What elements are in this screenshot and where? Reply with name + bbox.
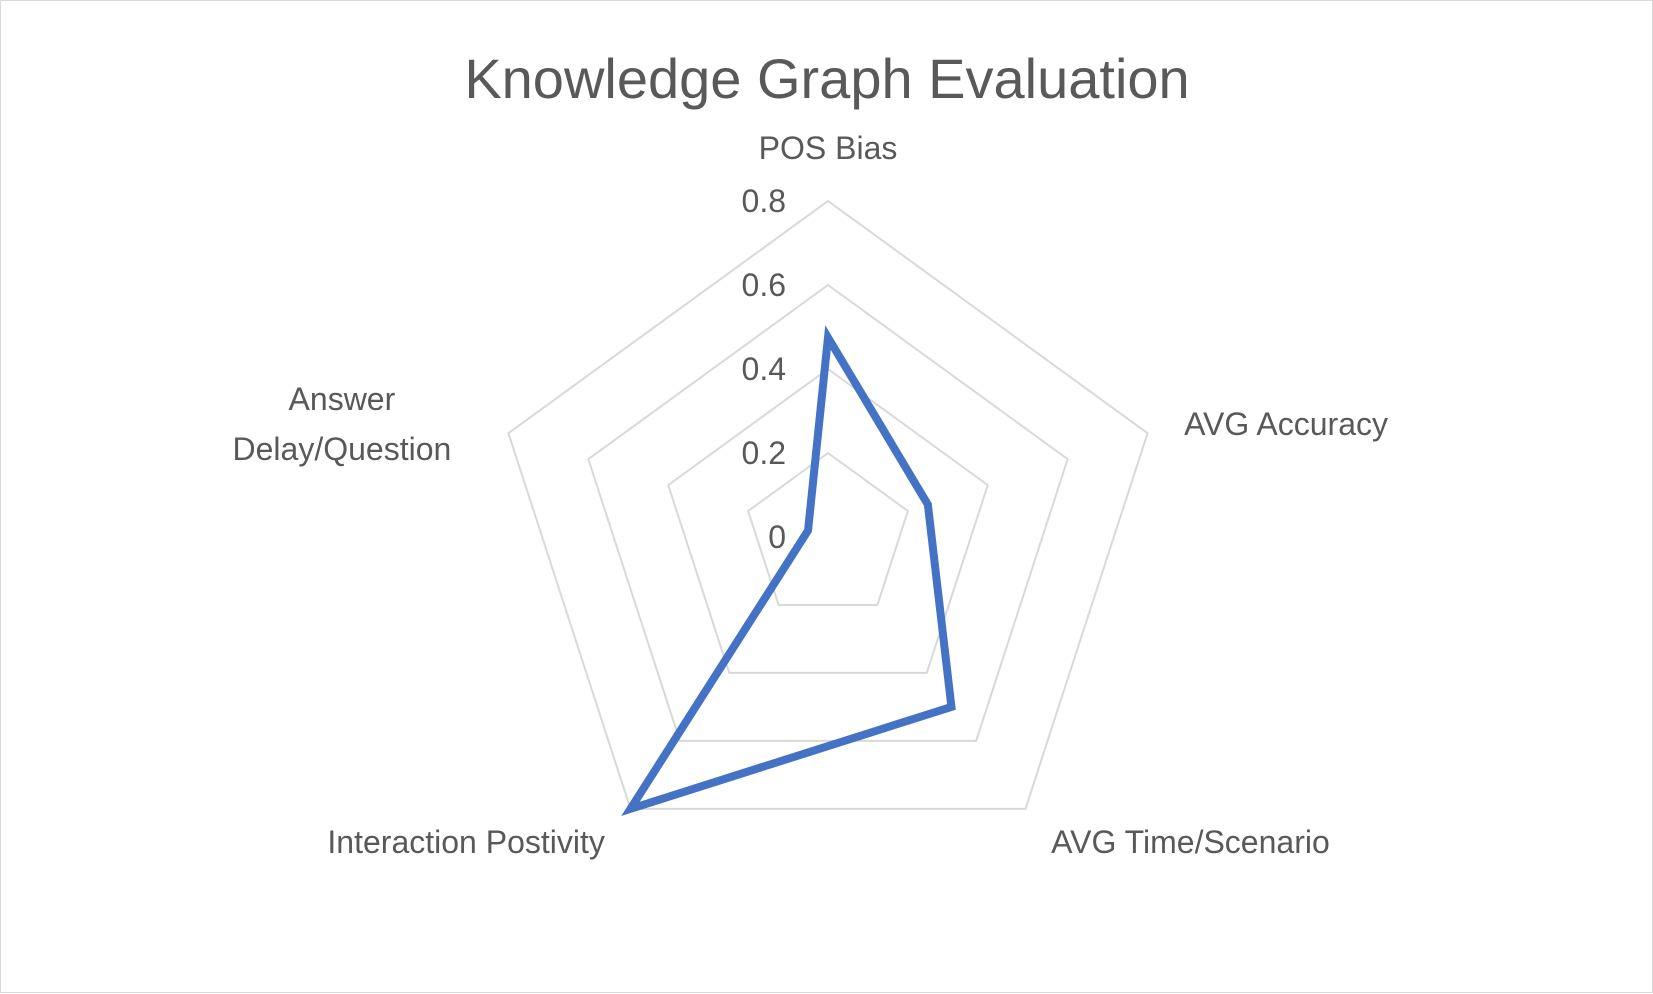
grid-layer <box>507 199 1149 810</box>
tick-label: 0.8 <box>742 183 786 219</box>
axis-label-line: AVG Accuracy <box>1184 406 1388 442</box>
axis-label-line: AVG Time/Scenario <box>1051 824 1330 860</box>
axis-label-line: POS Bias <box>759 130 898 166</box>
tick-label: 0.2 <box>742 435 786 471</box>
grid-ring-1 <box>746 451 910 606</box>
axis-label: Answer Delay/Question <box>233 381 452 467</box>
axis-labels: POS Bias AVG Accuracy AVG Time/Scenario Int… <box>233 130 1388 860</box>
tick-labels: 0 0.2 0.4 0.6 0.8 <box>742 183 786 555</box>
axis-label: Interaction Postivity <box>327 824 604 860</box>
axis-label-line: Answer <box>289 381 396 417</box>
tick-label: 0.4 <box>742 351 786 387</box>
tick-label: 0.6 <box>742 267 786 303</box>
chart-title: Knowledge Graph Evaluation <box>464 47 1189 110</box>
grid-ring-3 <box>587 283 1069 742</box>
grid-ring-4 <box>507 199 1149 810</box>
axis-label: AVG Accuracy <box>1184 406 1388 442</box>
series-line-0 <box>621 325 956 816</box>
series-layer <box>621 325 956 816</box>
axis-label-line: Delay/Question <box>233 431 452 467</box>
axis-label-line: Interaction Postivity <box>327 824 604 860</box>
axis-label: AVG Time/Scenario <box>1051 824 1330 860</box>
axis-label: POS Bias <box>759 130 898 166</box>
grid-ring-2 <box>667 367 989 674</box>
tick-label: 0 <box>768 519 786 555</box>
